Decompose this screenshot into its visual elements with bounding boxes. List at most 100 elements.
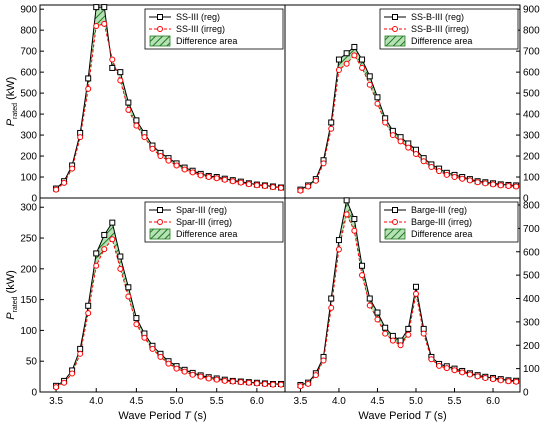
y-tick-label: 500 bbox=[20, 89, 37, 100]
data-point-irregular bbox=[497, 377, 504, 384]
legend: Spar-III (reg) Spar-III (irreg) Difference… bbox=[144, 201, 284, 243]
data-point-irregular bbox=[173, 162, 180, 169]
data-point-regular bbox=[366, 295, 373, 302]
data-point-irregular bbox=[101, 20, 108, 27]
data-point-irregular bbox=[77, 350, 84, 357]
x-tick-label: 6.0 bbox=[486, 396, 500, 407]
data-point-regular bbox=[125, 99, 132, 106]
data-point-irregular bbox=[305, 183, 312, 190]
legend: Barge-III (reg) Barge-III (irreg) Differen… bbox=[379, 201, 519, 243]
data-point-irregular bbox=[335, 246, 342, 253]
data-point-irregular bbox=[466, 371, 473, 378]
data-point-irregular bbox=[245, 181, 252, 188]
data-point-irregular bbox=[374, 316, 381, 323]
data-point-irregular bbox=[237, 179, 244, 186]
data-point-irregular bbox=[320, 160, 327, 167]
data-point-irregular bbox=[165, 360, 172, 367]
data-point-irregular bbox=[412, 150, 419, 157]
y-tick-label: 100 bbox=[20, 173, 37, 184]
data-point-regular bbox=[133, 117, 140, 124]
data-point-irregular bbox=[466, 177, 473, 184]
x-tick-label: 4.0 bbox=[332, 396, 346, 407]
data-point-irregular bbox=[189, 169, 196, 176]
data-point-irregular bbox=[213, 376, 220, 383]
data-point-irregular bbox=[482, 374, 489, 381]
y-tick-label: 700 bbox=[523, 47, 540, 58]
data-point-irregular bbox=[436, 362, 443, 369]
data-point-irregular bbox=[305, 380, 312, 387]
data-point-irregular bbox=[359, 64, 366, 71]
data-point-regular bbox=[133, 315, 140, 322]
data-point-regular bbox=[77, 345, 84, 352]
data-point-irregular bbox=[61, 379, 68, 386]
data-point-irregular bbox=[328, 125, 335, 132]
y-tick-label: 0 bbox=[31, 388, 37, 399]
data-point-irregular bbox=[205, 375, 212, 382]
chart-panel-4: 0 100 200 300 400 500 600 700 800 3.5 4.0 4.5 5.0 5.5… bbox=[284, 197, 540, 422]
data-point-irregular bbox=[490, 376, 497, 383]
data-point-irregular bbox=[343, 60, 350, 67]
data-point-irregular bbox=[141, 134, 148, 141]
y-tick-label: 300 bbox=[20, 203, 37, 214]
x-tick-label: 6.0 bbox=[250, 396, 264, 407]
y-tick-label: 100 bbox=[523, 173, 540, 184]
y-tick-label: 600 bbox=[20, 68, 37, 79]
data-point-irregular bbox=[149, 345, 156, 352]
legend-label-irregular: Spar-III (irreg) bbox=[176, 217, 232, 227]
x-tick-label: 3.5 bbox=[49, 396, 63, 407]
y-tick-label: 900 bbox=[20, 5, 37, 16]
y-tick-label: 500 bbox=[523, 89, 540, 100]
data-point-regular bbox=[101, 231, 108, 238]
data-point-irregular bbox=[397, 138, 404, 145]
data-point-irregular bbox=[221, 176, 228, 183]
data-point-irregular bbox=[269, 381, 276, 388]
y-tick-label: 600 bbox=[523, 68, 540, 79]
y-tick-label: 100 bbox=[523, 364, 540, 375]
legend-label-regular: SS-B-III (reg) bbox=[411, 12, 464, 22]
data-point-regular bbox=[117, 253, 124, 260]
data-point-irregular bbox=[474, 179, 481, 186]
legend-label-regular: SS-III (reg) bbox=[176, 12, 220, 22]
legend: SS-III (reg) SS-III (irreg) Difference are… bbox=[144, 8, 284, 50]
data-point-irregular bbox=[205, 174, 212, 181]
data-point-irregular bbox=[459, 369, 466, 376]
data-point-irregular bbox=[253, 182, 260, 189]
legend-swatch-difference bbox=[149, 35, 171, 47]
data-point-regular bbox=[109, 219, 116, 226]
data-point-regular bbox=[328, 295, 335, 302]
data-point-regular bbox=[101, 4, 108, 11]
data-point-irregular bbox=[366, 302, 373, 309]
y-tick-label: 0 bbox=[523, 194, 529, 205]
data-point-irregular bbox=[245, 379, 252, 386]
data-point-regular bbox=[335, 237, 342, 244]
data-point-regular bbox=[359, 262, 366, 269]
data-point-irregular bbox=[109, 56, 116, 63]
legend-label-difference: Difference area bbox=[411, 36, 472, 46]
data-point-regular bbox=[343, 197, 350, 204]
x-tick-label: 5.5 bbox=[210, 396, 224, 407]
x-tick-label: 3.5 bbox=[293, 396, 307, 407]
data-point-irregular bbox=[428, 356, 435, 363]
data-point-irregular bbox=[397, 342, 404, 349]
legend-label-difference: Difference area bbox=[176, 229, 237, 239]
data-point-irregular bbox=[117, 77, 124, 84]
data-point-irregular bbox=[253, 380, 260, 387]
y-tick-label: 150 bbox=[20, 295, 37, 306]
data-point-irregular bbox=[85, 310, 92, 317]
data-point-irregular bbox=[389, 132, 396, 139]
data-point-irregular bbox=[405, 331, 412, 338]
x-tick-label: 5.0 bbox=[409, 396, 423, 407]
data-point-irregular bbox=[436, 168, 443, 175]
data-point-irregular bbox=[197, 172, 204, 179]
data-point-regular bbox=[374, 94, 381, 101]
x-tick-label: 5.0 bbox=[170, 396, 184, 407]
data-point-irregular bbox=[261, 380, 268, 387]
data-point-regular bbox=[351, 43, 358, 50]
data-point-irregular bbox=[117, 265, 124, 272]
data-point-irregular bbox=[351, 52, 358, 59]
y-tick-label: 800 bbox=[523, 201, 540, 212]
data-point-irregular bbox=[157, 153, 164, 160]
data-point-irregular bbox=[85, 85, 92, 92]
y-tick-label: 200 bbox=[523, 152, 540, 163]
